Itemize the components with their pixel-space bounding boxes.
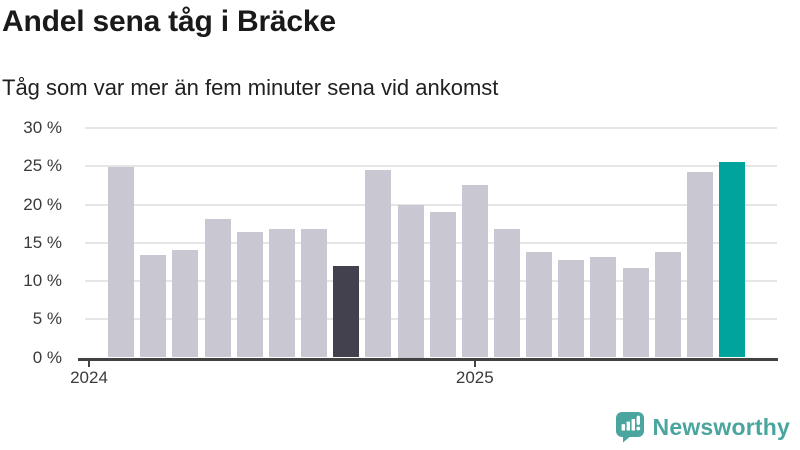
y-axis-label: 25 % (23, 156, 62, 176)
y-axis-label: 20 % (23, 194, 62, 214)
bar-2024-11 (397, 204, 424, 358)
x-axis-tick-2025 (473, 357, 476, 367)
x-axis-tick-2024 (88, 357, 90, 367)
bar-2024-04 (172, 249, 199, 358)
y-axis-label: 15 % (23, 232, 62, 252)
newsworthy-icon (615, 412, 644, 443)
gridline-20 (85, 203, 777, 206)
bar-2025-04 (558, 260, 585, 358)
bar-2024-10 (365, 170, 392, 358)
bar-2025-09 (719, 162, 745, 358)
gridline-25 (85, 165, 777, 168)
bar-2024-07 (268, 228, 295, 358)
y-axis-label: 10 % (23, 271, 62, 290)
chart-subtitle: Tåg som var mer än fem minuter sena vid … (2, 75, 499, 100)
bar-2025-02 (493, 228, 520, 358)
y-axis-label: 5 % (32, 309, 62, 329)
y-axis-label: 0 % (32, 347, 62, 367)
x-axis-label-2024: 2024 (70, 367, 108, 387)
bar-2024-05 (204, 219, 231, 358)
bar-2025-06 (622, 267, 649, 358)
chart-title: Andel sena tåg i Bräcke (2, 5, 336, 38)
bar-2025-05 (590, 256, 617, 358)
x-axis-label-2025: 2025 (455, 367, 494, 387)
x-axis-line (78, 357, 778, 361)
gridline-30 (85, 127, 777, 129)
y-axis-label: 30 % (23, 118, 62, 137)
bar-2025-07 (654, 251, 681, 358)
bar-2025-08 (686, 172, 713, 358)
bar-2024-03 (140, 254, 167, 358)
bar-2025-03 (526, 251, 553, 358)
bar-2024-02 (108, 167, 135, 358)
bar-2024-09 (333, 266, 360, 358)
bar-2025-01 (461, 184, 488, 358)
logo-exclamation-dot (635, 426, 640, 431)
logo-bar-medium (626, 421, 630, 431)
logo-bar-small (621, 424, 625, 431)
newsworthy-logo: Newsworthy (615, 411, 790, 443)
newsworthy-wordmark: Newsworthy (652, 413, 790, 440)
logo-exclamation-stem (636, 415, 640, 425)
bar-2024-06 (236, 232, 263, 358)
logo-bar-tall (631, 419, 635, 431)
bar-2024-08 (301, 228, 328, 358)
bar-2024-12 (429, 212, 456, 358)
